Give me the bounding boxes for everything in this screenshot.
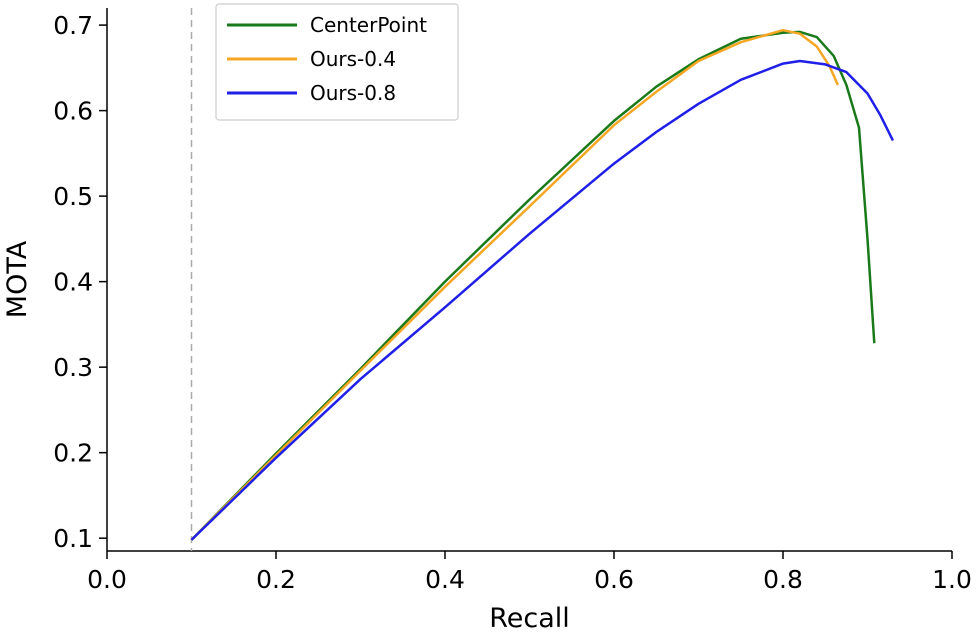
- legend-label: Ours-0.8: [310, 81, 396, 105]
- y-tick-label: 0.3: [53, 353, 93, 382]
- x-tick-label: 0.0: [87, 565, 127, 594]
- series-lines: [190, 28, 895, 541]
- y-tick-label: 0.4: [53, 268, 93, 297]
- legend-label: CenterPoint: [310, 13, 427, 37]
- y-tick-label: 0.6: [53, 97, 93, 126]
- x-tick-label: 0.8: [763, 565, 803, 594]
- series-line-1: [190, 30, 876, 541]
- legend-label: Ours-0.4: [310, 47, 396, 71]
- legend: CenterPoint Ours-0.4 Ours-0.8: [215, 3, 459, 121]
- y-tick-label: 0.7: [53, 11, 93, 40]
- ticks: 0.0 0.2 0.4 0.6 0.8 1.0 0.1 0.2 0.3 0.4 0.5 0.6 0.7: [53, 11, 972, 594]
- axes: [106, 8, 952, 552]
- legend-box: [215, 3, 459, 121]
- y-axis-title: MOTA: [2, 240, 33, 318]
- x-tick-label: 0.2: [256, 565, 296, 594]
- x-tick-label: 0.6: [594, 565, 634, 594]
- series-line-2: [190, 28, 840, 541]
- y-tick-label: 0.1: [53, 524, 93, 553]
- x-tick-label: 1.0: [932, 565, 972, 594]
- x-axis-title: Recall: [489, 603, 570, 633]
- series-line-3: [190, 59, 895, 541]
- y-tick-label: 0.5: [53, 182, 93, 211]
- x-tick-label: 0.4: [425, 565, 465, 594]
- y-tick-label: 0.2: [53, 439, 93, 468]
